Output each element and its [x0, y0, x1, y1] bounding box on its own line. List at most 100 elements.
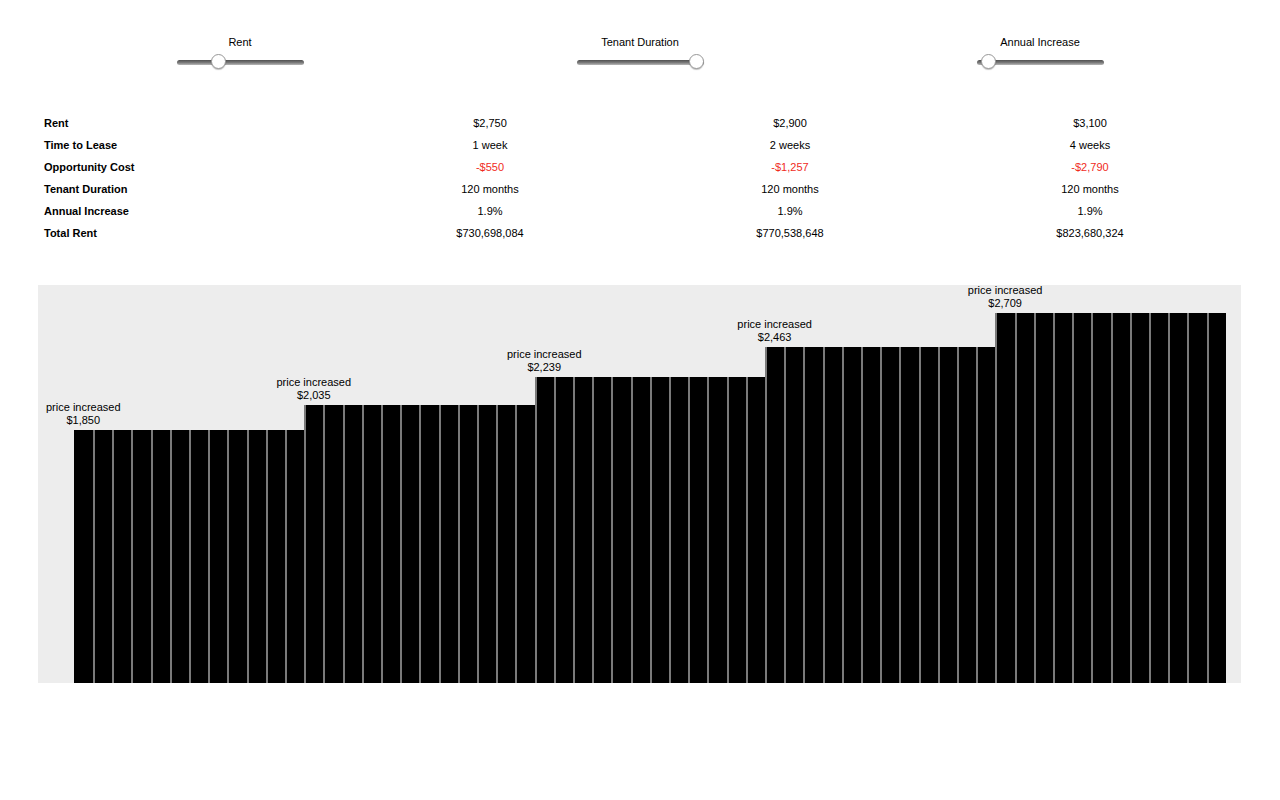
cell-value: -$550 [340, 156, 640, 178]
month-bar [957, 347, 976, 683]
month-bar [439, 405, 458, 683]
month-bar [496, 405, 515, 683]
price-increase-annotation: price increased$2,239 [507, 348, 582, 374]
cell-value: $730,698,084 [340, 222, 640, 244]
rent-projection-chart: price increased$1,850price increased$2,0… [38, 285, 1241, 683]
month-bar [247, 430, 266, 683]
price-increase-label: price increased [968, 284, 1043, 297]
month-bar [650, 377, 669, 683]
tenant-duration-slider-group: Tenant Duration [440, 36, 840, 70]
cell-value: 1.9% [640, 200, 940, 222]
month-bar [112, 430, 131, 683]
month-bar [899, 347, 918, 683]
month-bar [631, 377, 650, 683]
month-bar [227, 430, 246, 683]
cell-value: $770,538,648 [640, 222, 940, 244]
price-increase-label: price increased [507, 348, 582, 361]
month-bar [995, 313, 1014, 683]
price-increase-amount: $2,239 [507, 361, 582, 374]
month-bar [535, 377, 554, 683]
month-bar [611, 377, 630, 683]
month-bar [803, 347, 822, 683]
month-bar [170, 430, 189, 683]
month-bar [592, 377, 611, 683]
month-bar [266, 430, 285, 683]
rent-calculator-page: Rent Tenant Duration Annual Increase Ren… [0, 0, 1280, 800]
month-bar [842, 347, 861, 683]
month-bar [1015, 313, 1034, 683]
month-bar [400, 405, 419, 683]
price-increase-amount: $2,035 [276, 389, 351, 402]
comparison-table: Rent $2,750 $2,900 $3,100 Time to Lease … [38, 112, 1240, 244]
cell-value: 120 months [340, 178, 640, 200]
month-bar [938, 347, 957, 683]
month-bar [323, 405, 342, 683]
row-label: Total Rent [38, 222, 340, 244]
cell-value: 1.9% [940, 200, 1240, 222]
price-increase-label: price increased [46, 401, 121, 414]
rent-slider-group: Rent [40, 36, 440, 70]
month-bar [381, 405, 400, 683]
month-bar [919, 347, 938, 683]
row-label: Rent [38, 112, 340, 134]
table-row-tenant-duration: Tenant Duration 120 months 120 months 12… [38, 178, 1240, 200]
cell-value: $2,900 [640, 112, 940, 134]
table-row-time-to-lease: Time to Lease 1 week 2 weeks 4 weeks [38, 134, 1240, 156]
tenant-duration-slider-label: Tenant Duration [601, 36, 679, 49]
cell-value: $823,680,324 [940, 222, 1240, 244]
month-bar [419, 405, 438, 683]
month-bar [362, 405, 381, 683]
rent-slider-label: Rent [228, 36, 251, 49]
month-bar [746, 377, 765, 683]
month-bar [1207, 313, 1226, 683]
month-bar [1168, 313, 1187, 683]
table-row-annual-increase: Annual Increase 1.9% 1.9% 1.9% [38, 200, 1240, 222]
price-increase-annotation: price increased$1,850 [46, 401, 121, 427]
month-bar [304, 405, 323, 683]
month-bar [1111, 313, 1130, 683]
cell-value: 120 months [640, 178, 940, 200]
sliders-row: Rent Tenant Duration Annual Increase [40, 36, 1240, 70]
price-increase-annotation: price increased$2,035 [276, 376, 351, 402]
cell-value: $3,100 [940, 112, 1240, 134]
month-bar [343, 405, 362, 683]
month-bar [477, 405, 496, 683]
month-bar [861, 347, 880, 683]
row-label: Time to Lease [38, 134, 340, 156]
cell-value: 2 weeks [640, 134, 940, 156]
annual-increase-slider[interactable] [977, 54, 1104, 70]
table-row-total-rent: Total Rent $730,698,084 $770,538,648 $82… [38, 222, 1240, 244]
table-row-rent: Rent $2,750 $2,900 $3,100 [38, 112, 1240, 134]
cell-value: -$1,257 [640, 156, 940, 178]
month-bar [93, 430, 112, 683]
month-bar [208, 430, 227, 683]
price-increase-amount: $2,709 [968, 297, 1043, 310]
month-bar [707, 377, 726, 683]
price-increase-amount: $1,850 [46, 414, 121, 427]
month-bar [727, 377, 746, 683]
price-increase-amount: $2,463 [737, 331, 812, 344]
cell-value: $2,750 [340, 112, 640, 134]
annual-increase-slider-group: Annual Increase [840, 36, 1240, 70]
month-bar [573, 377, 592, 683]
table-row-opportunity-cost: Opportunity Cost -$550 -$1,257 -$2,790 [38, 156, 1240, 178]
cell-value: -$2,790 [940, 156, 1240, 178]
month-bar [765, 347, 784, 683]
price-increase-label: price increased [737, 318, 812, 331]
month-bar [976, 347, 995, 683]
cell-value: 120 months [940, 178, 1240, 200]
price-increase-annotation: price increased$2,463 [737, 318, 812, 344]
rent-slider[interactable] [177, 54, 304, 70]
month-bar [1091, 313, 1110, 683]
month-bar [1072, 313, 1091, 683]
tenant-duration-slider[interactable] [577, 54, 704, 70]
month-bar [74, 430, 93, 683]
month-bar [823, 347, 842, 683]
cell-value: 4 weeks [940, 134, 1240, 156]
cell-value: 1.9% [340, 200, 640, 222]
month-bar [1187, 313, 1206, 683]
bars-container: price increased$1,850price increased$2,0… [74, 285, 1226, 683]
price-increase-annotation: price increased$2,709 [968, 284, 1043, 310]
month-bar [1034, 313, 1053, 683]
month-bar [554, 377, 573, 683]
